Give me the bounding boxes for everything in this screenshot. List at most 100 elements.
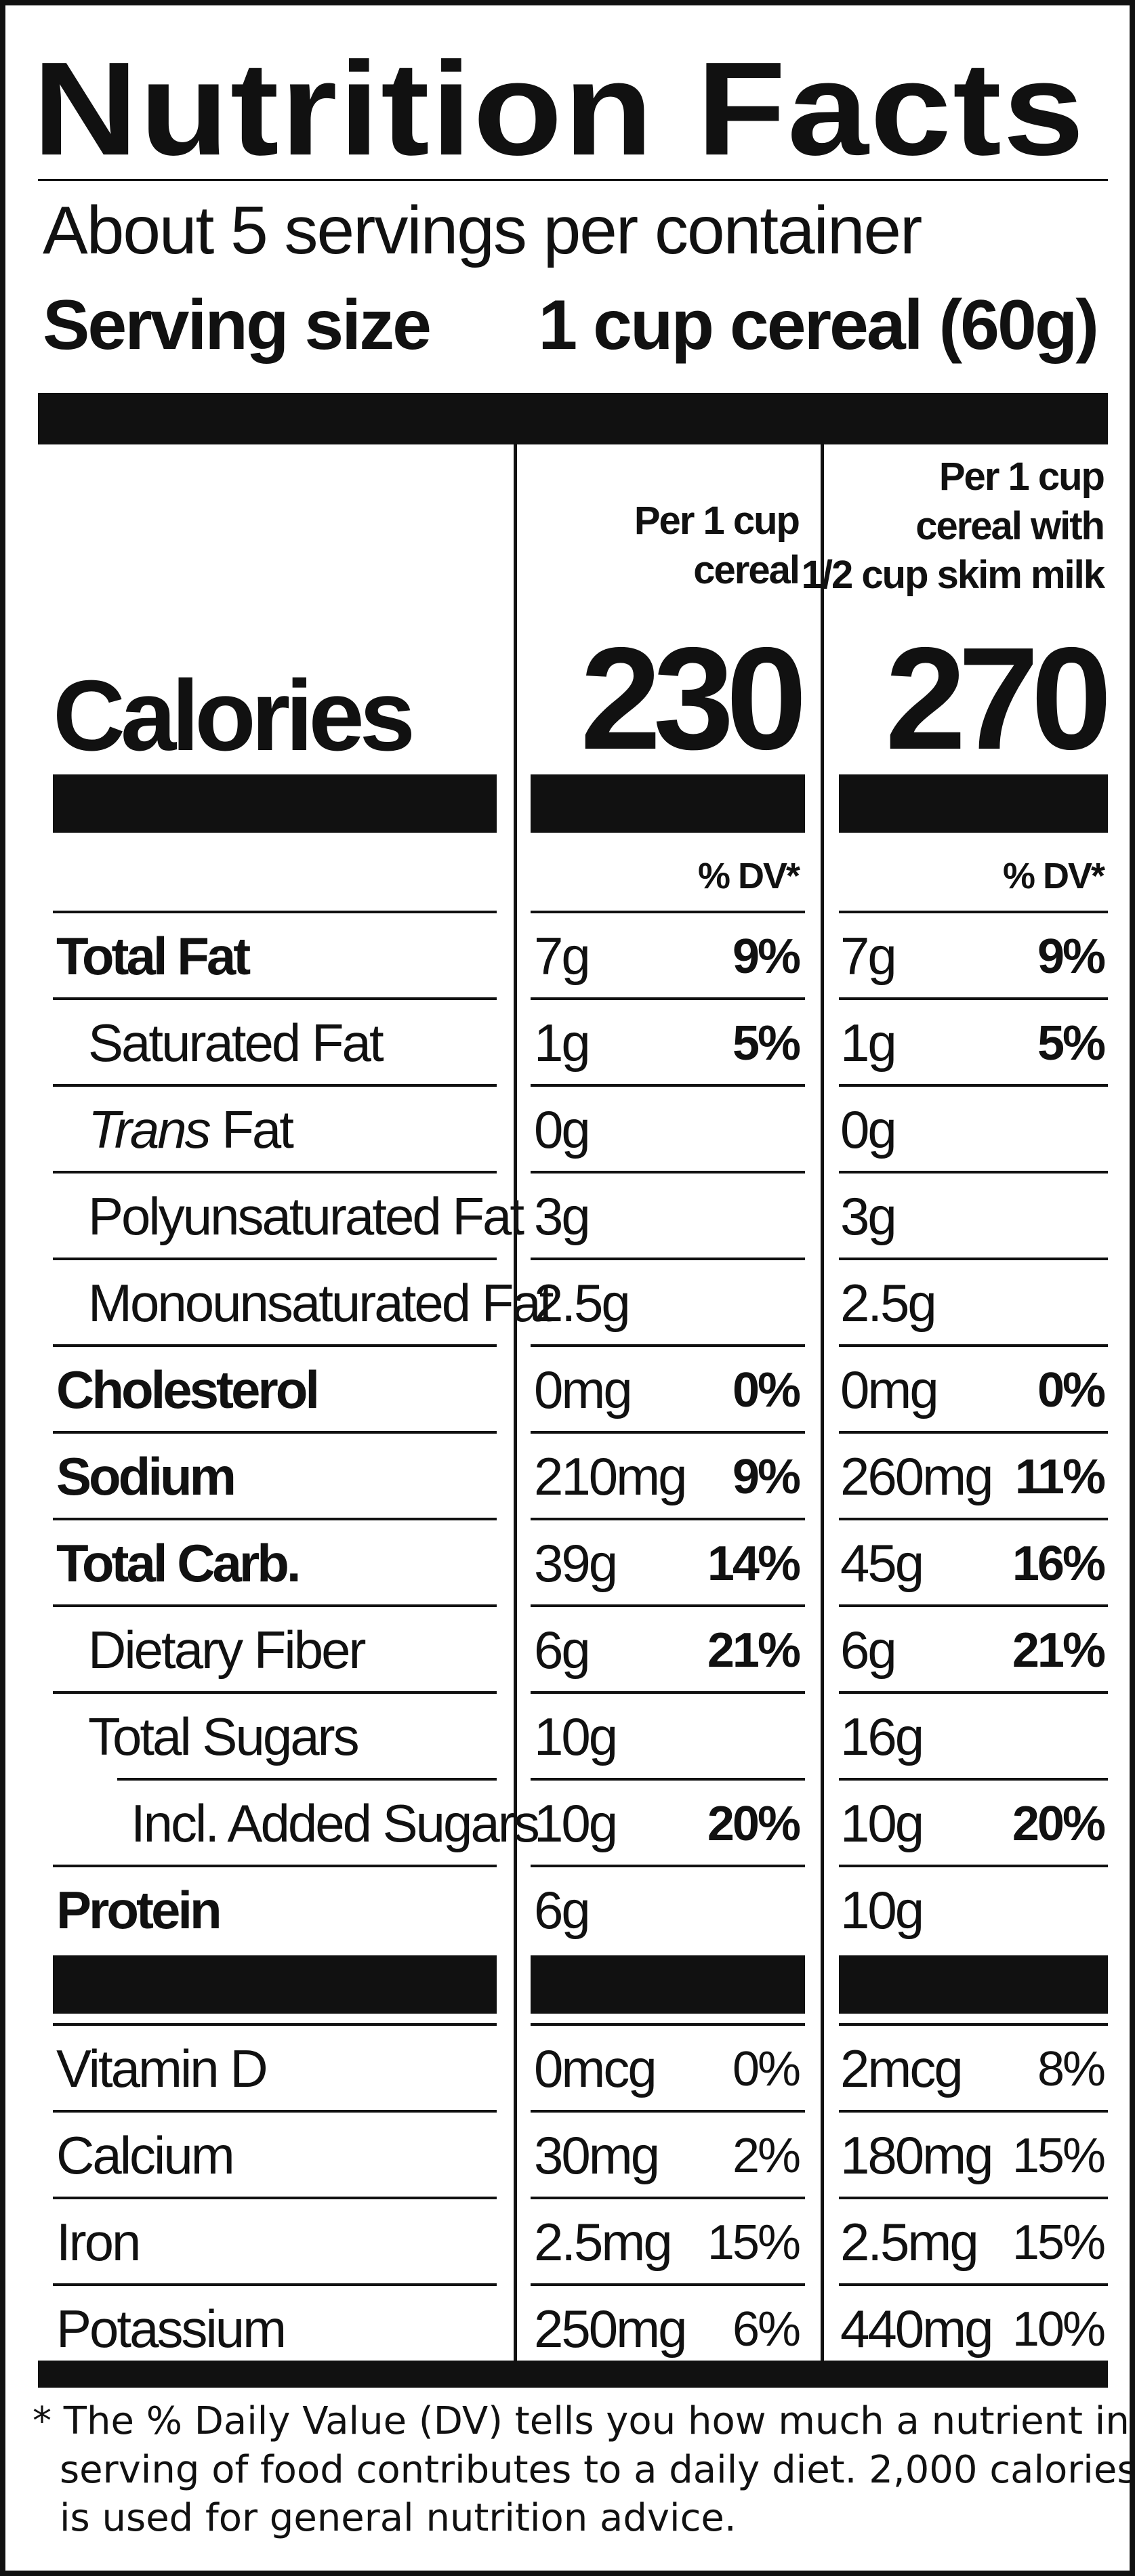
row-divider bbox=[531, 1778, 805, 1781]
amount-col2: 7g bbox=[840, 926, 897, 986]
nutrient-name: Iron bbox=[56, 2212, 141, 2272]
amount-col1: 1g bbox=[534, 1013, 591, 1073]
dv-col2: 15% bbox=[1012, 2129, 1106, 2183]
row-divider bbox=[531, 1344, 805, 1347]
dv-col2: 11% bbox=[1014, 1450, 1106, 1504]
row-divider bbox=[531, 2283, 805, 2286]
row-divider bbox=[53, 1344, 497, 1347]
nutrient-name: Saturated Fat bbox=[88, 1013, 384, 1073]
serving-size-thick-bar bbox=[38, 393, 1108, 444]
amount-col1: 3g bbox=[534, 1186, 591, 1246]
row-divider bbox=[839, 1171, 1108, 1173]
footnote-line: * The % Daily Value (DV) tells you how m… bbox=[33, 2399, 1135, 2443]
nutrient-name: Protein bbox=[56, 1880, 222, 1940]
amount-col2: 1g bbox=[840, 1013, 897, 1073]
nutrient-name: Dietary Fiber bbox=[88, 1620, 366, 1680]
dv-col1: 5% bbox=[732, 1016, 801, 1071]
dv-col1: 6% bbox=[732, 2302, 801, 2356]
amount-col1: 7g bbox=[534, 926, 591, 986]
dv-col1: 14% bbox=[707, 1537, 801, 1591]
row-divider bbox=[839, 1778, 1108, 1781]
amount-col2: 3g bbox=[840, 1186, 897, 1246]
row-divider bbox=[117, 1778, 497, 1781]
amount-col1: 2.5g bbox=[534, 1273, 631, 1333]
footnote-line: serving of food contributes to a daily d… bbox=[60, 2447, 1135, 2492]
amount-col2: 10g bbox=[840, 1793, 924, 1853]
protein-bar-col1 bbox=[531, 1955, 805, 2014]
dv-col1: 0% bbox=[732, 2042, 801, 2096]
row-divider bbox=[53, 2197, 497, 2199]
protein-bar-label bbox=[53, 1955, 497, 2014]
row-divider bbox=[531, 1518, 805, 1520]
amount-col1: 6g bbox=[534, 1880, 591, 1940]
row-divider bbox=[531, 1258, 805, 1260]
serving-size-value: 1 cup cereal (60g) bbox=[538, 286, 1099, 365]
row-divider bbox=[839, 1084, 1108, 1087]
row-divider bbox=[839, 1518, 1108, 1520]
amount-col1: 0mg bbox=[534, 1360, 633, 1419]
amount-col2: 16g bbox=[840, 1707, 924, 1766]
row-divider bbox=[53, 997, 497, 1000]
row-divider bbox=[839, 1258, 1108, 1260]
column-1-header: Per 1 cup cereal bbox=[634, 497, 800, 595]
amount-col2: 0g bbox=[840, 1100, 897, 1159]
amount-col2: 45g bbox=[840, 1533, 924, 1593]
dv-col1: 9% bbox=[732, 930, 801, 984]
column-divider-2 bbox=[821, 444, 824, 2361]
label-title: Nutrition Facts bbox=[33, 35, 1086, 183]
row-divider bbox=[531, 2197, 805, 2199]
row-divider bbox=[531, 1604, 805, 1607]
amount-col1: 2.5mg bbox=[534, 2212, 673, 2272]
dv-col2: 8% bbox=[1037, 2042, 1106, 2096]
row-divider bbox=[839, 1604, 1108, 1607]
nutrient-name: Calcium bbox=[56, 2125, 235, 2185]
dv-col2: 20% bbox=[1012, 1797, 1106, 1851]
row-divider bbox=[531, 1865, 805, 1867]
calories-label: Calories bbox=[53, 660, 415, 772]
row-divider bbox=[53, 1258, 497, 1260]
amount-col1: 6g bbox=[534, 1620, 591, 1680]
amount-col2: 180mg bbox=[840, 2125, 993, 2185]
nutrient-name: Sodium bbox=[56, 1447, 236, 1506]
row-divider bbox=[53, 1865, 497, 1867]
row-divider bbox=[531, 1084, 805, 1087]
row-divider bbox=[839, 2283, 1108, 2286]
calories-bar-label bbox=[53, 774, 497, 833]
amount-col2: 2.5g bbox=[840, 1273, 937, 1333]
row-divider bbox=[53, 1691, 497, 1694]
amount-col1: 10g bbox=[534, 1707, 618, 1766]
row-divider bbox=[839, 911, 1108, 913]
dv-col1: 9% bbox=[732, 1450, 801, 1504]
column-1-header-line: Per 1 cup bbox=[634, 499, 800, 543]
serving-size-label: Serving size bbox=[43, 286, 432, 365]
row-divider bbox=[53, 1431, 497, 1434]
row-divider bbox=[839, 1691, 1108, 1694]
dv-col1: 0% bbox=[732, 1363, 801, 1417]
row-divider bbox=[53, 1084, 497, 1087]
column-2-header-line: cereal with bbox=[915, 503, 1105, 548]
dv-col2: 21% bbox=[1012, 1623, 1106, 1678]
row-divider bbox=[839, 1431, 1108, 1434]
column-2-header: Per 1 cup cereal with 1/2 cup skim milk bbox=[802, 453, 1105, 600]
title-divider bbox=[38, 179, 1108, 181]
amount-col2: 2mcg bbox=[840, 2039, 964, 2098]
row-divider bbox=[839, 1865, 1108, 1867]
row-divider bbox=[53, 2023, 497, 2026]
nutrient-name: Incl. Added Sugars bbox=[131, 1793, 540, 1853]
row-divider bbox=[839, 997, 1108, 1000]
nutrient-name: Cholesterol bbox=[56, 1360, 320, 1419]
row-divider bbox=[839, 2110, 1108, 2113]
dv-col1: 21% bbox=[707, 1623, 801, 1678]
calories-value-col1: 230 bbox=[580, 617, 807, 780]
dv-col1: 2% bbox=[732, 2129, 801, 2183]
protein-bar-col2 bbox=[839, 1955, 1108, 2014]
row-divider bbox=[531, 1691, 805, 1694]
amount-col2: 10g bbox=[840, 1880, 924, 1940]
amount-col2: 0mg bbox=[840, 1360, 939, 1419]
row-divider bbox=[531, 1431, 805, 1434]
row-divider bbox=[53, 2110, 497, 2113]
row-divider bbox=[53, 911, 497, 913]
dv-col2: 16% bbox=[1012, 1537, 1106, 1591]
row-divider bbox=[53, 1518, 497, 1520]
